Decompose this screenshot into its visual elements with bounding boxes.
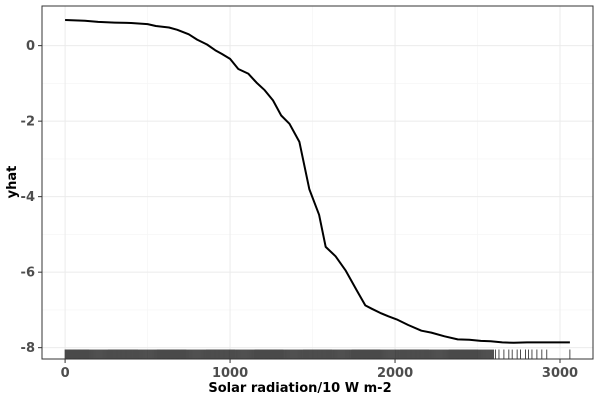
panel-border: [41, 5, 594, 360]
y-tick-label: -6: [21, 266, 35, 281]
yhat-line: [65, 19, 570, 344]
grid: [42, 6, 593, 359]
x-tick-label: 2000: [377, 366, 413, 381]
x-tick-label: 1000: [212, 366, 248, 381]
y-tick-label: -4: [21, 190, 35, 205]
x-tick-label: 3000: [542, 366, 578, 381]
y-tick-label: 0: [26, 39, 35, 54]
axes: 0 1000 2000 3000 0 -2 -4 -6 -8: [21, 39, 579, 381]
series-layer: [65, 19, 570, 344]
x-tick-label: 0: [61, 366, 70, 381]
y-axis-title: yhat: [5, 166, 20, 199]
y-tick-label: -8: [21, 341, 35, 356]
rug-marks: [64, 349, 571, 359]
x-axis-title: Solar radiation/10 W m-2: [208, 381, 391, 396]
y-tick-label: -2: [21, 115, 35, 130]
